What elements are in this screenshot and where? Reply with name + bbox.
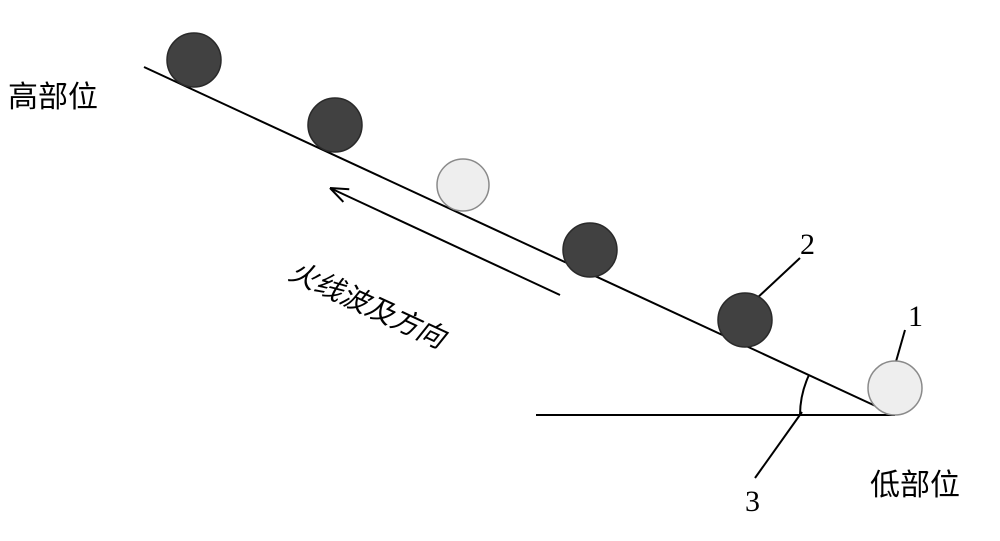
label-number-1: 1 [908, 300, 923, 334]
label-high: 高部位 [8, 72, 98, 116]
ball-2-dark [308, 98, 362, 152]
ball-6-light [868, 361, 922, 415]
angle-arc [800, 375, 809, 415]
label-number-2: 2 [800, 228, 815, 262]
label-number-3: 3 [745, 485, 760, 519]
leader-line-1 [895, 330, 905, 365]
ball-1-dark [167, 33, 221, 87]
ball-5-dark [718, 293, 772, 347]
ball-3-light [437, 159, 489, 211]
direction-arrow-head [330, 188, 349, 189]
label-low: 低部位 [870, 460, 960, 504]
leader-line-2 [755, 258, 800, 300]
diagram-canvas [0, 0, 1000, 541]
ball-4-dark [563, 223, 617, 277]
leader-line-3 [755, 412, 802, 478]
slope-line [144, 67, 895, 415]
